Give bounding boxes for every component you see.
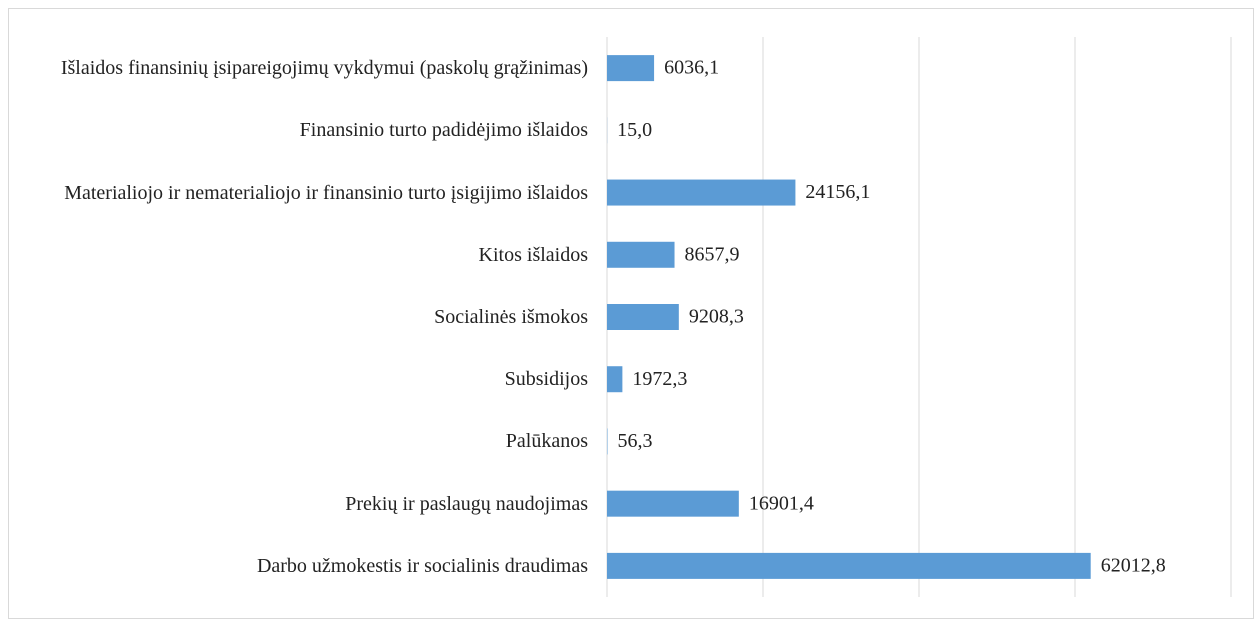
category-label-box: Socialinės išmokos (0, 287, 588, 347)
chart-border (8, 8, 1254, 619)
category-label-box: Finansinio turto padidėjimo išlaidos (0, 100, 588, 160)
bar (607, 490, 739, 517)
data-label: 15,0 (617, 119, 652, 141)
y-tick-label: Socialinės išmokos (434, 306, 588, 328)
category-label-box: Prekių ir paslaugų naudojimas (0, 474, 588, 534)
data-label: 62012,8 (1101, 554, 1166, 576)
data-label: 1972,3 (632, 368, 687, 390)
category-label-box: Palūkanos (0, 411, 588, 471)
data-label: 6036,1 (664, 57, 719, 79)
y-tick-label: Finansinio turto padidėjimo išlaidos (299, 119, 588, 142)
y-tick-label: Materialiojo ir nematerialiojo ir finans… (64, 181, 588, 204)
bar (607, 241, 675, 268)
y-tick-label: Subsidijos (504, 368, 588, 391)
bar (607, 179, 796, 206)
data-label: 8657,9 (685, 243, 740, 265)
data-label: 9208,3 (689, 306, 744, 328)
y-tick-label: Palūkanos (505, 430, 588, 453)
category-label-box: Išlaidos finansinių įsipareigojimų vykdy… (0, 38, 588, 98)
data-label: 24156,1 (805, 181, 870, 203)
data-label: 56,3 (617, 430, 652, 452)
category-label-box: Subsidijos (0, 349, 588, 409)
y-tick-label: Darbo užmokestis ir socialinis draudimas (256, 554, 588, 577)
y-tick-label: Kitos išlaidos (478, 243, 588, 266)
category-label-box: Kitos išlaidos (0, 225, 588, 285)
category-label-box: Darbo užmokestis ir socialinis draudimas (0, 536, 588, 596)
category-label-box: Materialiojo ir nematerialiojo ir finans… (0, 163, 588, 223)
bar (607, 304, 679, 330)
data-label: 16901,4 (749, 492, 814, 514)
bar (607, 552, 1091, 579)
bar (607, 55, 655, 82)
y-tick-label: Išlaidos finansinių įsipareigojimų vykdy… (60, 57, 588, 80)
y-tick-label: Prekių ir paslaugų naudojimas (345, 492, 588, 515)
bar (607, 366, 623, 393)
